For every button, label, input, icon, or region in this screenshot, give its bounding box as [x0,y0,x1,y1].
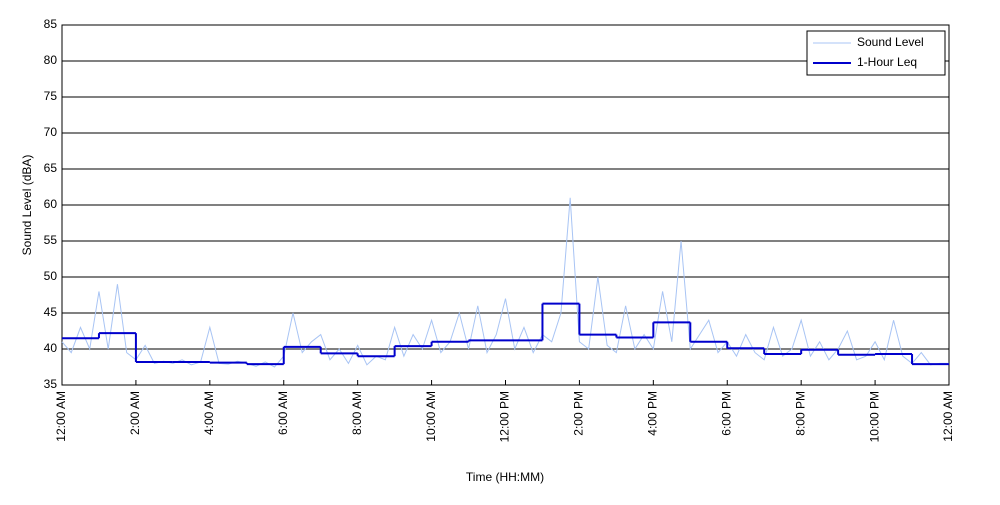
y-tick-label: 40 [44,341,58,355]
legend-label: 1-Hour Leq [857,55,917,69]
x-tick-label: 2:00 PM [572,391,586,436]
x-tick-label: 12:00 AM [941,391,955,442]
sound-level-line [61,197,949,368]
x-tick-label: 8:00 PM [793,391,807,436]
y-tick-label: 65 [44,161,58,175]
x-tick-label: 10:00 AM [424,391,438,442]
y-tick-label: 45 [44,305,58,319]
y-tick-label: 50 [44,269,58,283]
legend-label: Sound Level [857,35,924,49]
y-tick-label: 75 [44,89,58,103]
x-tick-label: 4:00 PM [646,391,660,436]
legend-box [806,30,946,76]
y-tick-label: 70 [44,125,58,139]
x-tick-label: 8:00 AM [350,391,364,435]
x-tick-label: 12:00 PM [498,391,512,442]
y-tick-label: 55 [44,233,58,247]
y-tick-label: 85 [44,17,58,31]
y-tick-label: 60 [44,197,58,211]
y-axis-label: Sound Level (dBA) [20,155,34,256]
x-tick-label: 2:00 AM [128,391,142,435]
x-axis-label: Time (HH:MM) [466,470,544,484]
x-tick-label: 10:00 PM [867,391,881,442]
y-tick-label: 35 [44,377,58,391]
x-tick-label: 12:00 AM [54,391,68,442]
x-tick-label: 6:00 AM [276,391,290,435]
x-tick-label: 4:00 AM [202,391,216,435]
x-tick-label: 6:00 PM [719,391,733,436]
y-tick-label: 80 [44,53,58,67]
